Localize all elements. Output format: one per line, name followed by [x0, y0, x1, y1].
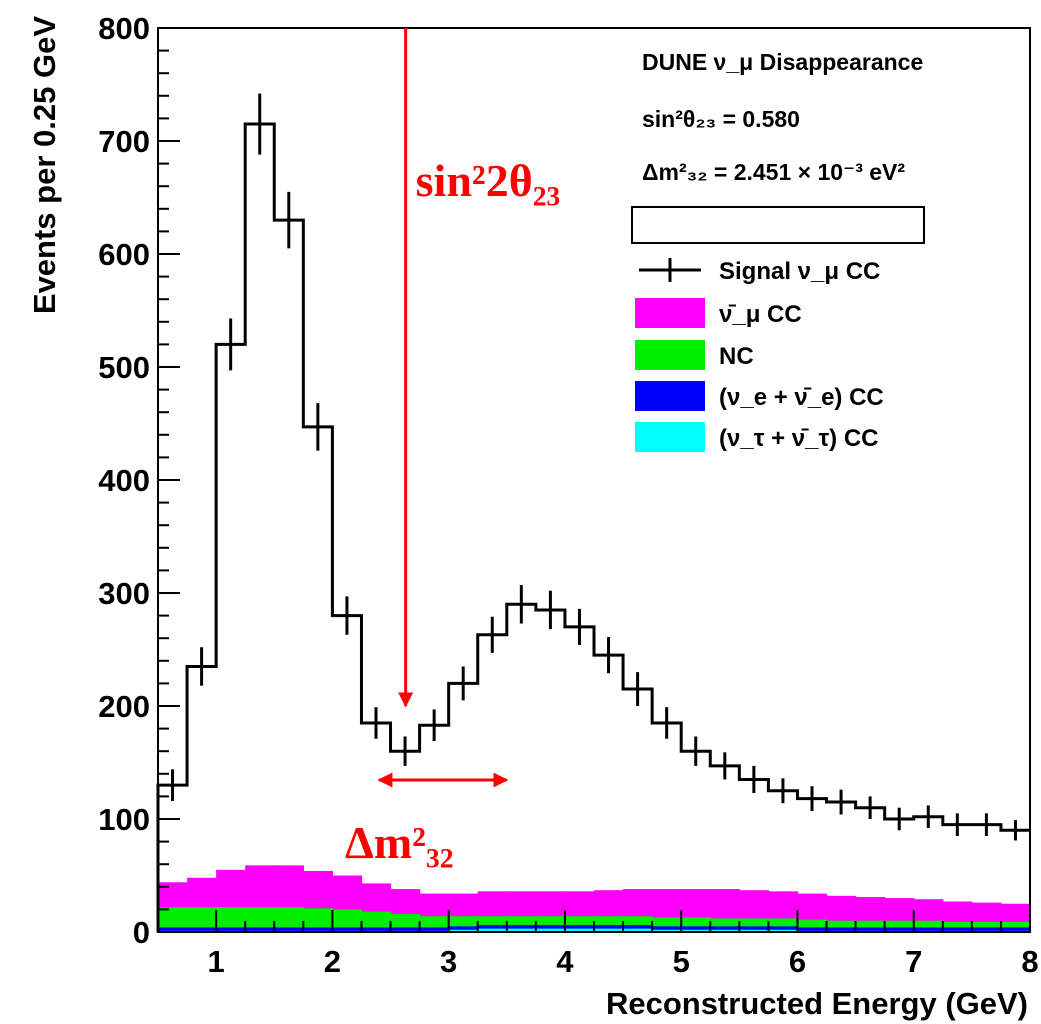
y-tick-label: 200 [98, 689, 150, 724]
fill-bar-2-5 [303, 927, 333, 932]
y-axis-label: Events per 0.25 GeV [27, 16, 62, 314]
fill-bar-1-29 [1000, 921, 1031, 932]
fill-bar-3-10 [448, 929, 479, 932]
x-tick-label: 2 [324, 944, 341, 979]
signal-histogram [156, 93, 1030, 932]
legend-label-0: Signal ν_μ CC [719, 258, 880, 285]
theta-label: sin²2θ₂₃ [416, 155, 561, 206]
fill-bar-2-20 [739, 926, 769, 932]
fill-bar-2-27 [942, 927, 973, 932]
fill-bar-1-28 [971, 921, 1002, 932]
fill-bar-3-13 [535, 928, 566, 932]
fill-bar-1-27 [942, 921, 973, 932]
fill-bar-3-16 [623, 928, 653, 932]
legend-swatch-2 [635, 340, 705, 370]
fill-bar-1-5 [303, 908, 333, 932]
x-tick-label: 3 [440, 944, 457, 979]
fill-bar-3-14 [564, 928, 595, 932]
fill-bar-1-7 [361, 911, 392, 932]
x-tick-label: 8 [1021, 944, 1038, 979]
info-param2: Δm²₃₂ = 2.451 × 10⁻³ eV² [642, 159, 905, 185]
fill-bar-2-25 [884, 927, 915, 932]
y-tick-label: 300 [98, 576, 150, 611]
fill-bar-3-20 [739, 929, 769, 932]
fill-bar-2-8 [390, 927, 421, 932]
y-tick-label: 0 [133, 915, 150, 950]
fill-bar-2-4 [274, 927, 304, 932]
x-tick-label: 1 [208, 944, 225, 979]
fill-bar-2-0 [158, 927, 188, 932]
legend-swatch-3 [635, 381, 705, 411]
fill-bar-2-6 [332, 927, 363, 932]
fill-bar-2-24 [855, 927, 886, 932]
x-tick-label: 6 [789, 944, 806, 979]
legend: Signal ν_μ CC ν̄_μ CC NC (ν_e + ν̄_e) CC (ν_… [635, 258, 884, 452]
legend-label-2: NC [719, 343, 754, 370]
legend-swatch-1 [635, 298, 705, 328]
fill-bar-1-6 [332, 909, 363, 932]
fill-bar-2-1 [187, 927, 217, 932]
fill-bar-2-29 [1000, 927, 1031, 932]
info-title: DUNE ν_μ Disappearance [642, 49, 923, 75]
fill-bar-3-15 [594, 928, 624, 932]
fill-bar-2-3 [245, 927, 275, 932]
y-tick-label: 600 [98, 237, 150, 272]
legend-swatch-4 [635, 422, 705, 452]
annotations: sin²2θ₂₃ Δm²₃₂ [345, 28, 560, 868]
empty-box [631, 206, 925, 244]
fill-bar-3-18 [681, 929, 711, 932]
y-tick-label: 400 [98, 463, 150, 498]
y-tick-label: 700 [98, 124, 150, 159]
y-tick-label: 500 [98, 350, 150, 385]
fill-bar-2-23 [826, 927, 857, 932]
fill-bar-2-28 [971, 927, 1002, 932]
fill-bar-1-26 [913, 920, 944, 932]
dm2-label: Δm²₃₂ [345, 817, 454, 868]
fill-bar-3-11 [477, 928, 508, 932]
fill-bar-2-19 [710, 926, 740, 932]
fill-bar-3-17 [652, 929, 682, 932]
y-tick-label: 800 [98, 11, 150, 46]
fill-bar-2-22 [797, 927, 828, 932]
fill-bar-3-12 [506, 928, 537, 932]
info-param1: sin²θ₂₃ = 0.580 [642, 106, 800, 132]
fill-bar-2-26 [913, 927, 944, 932]
fill-bar-3-21 [768, 929, 799, 932]
fill-bar-1-25 [884, 920, 915, 932]
legend-label-1: ν̄_μ CC [719, 301, 802, 328]
y-tick-label: 100 [98, 802, 150, 837]
x-tick-label: 7 [905, 944, 922, 979]
fill-bar-1-24 [855, 920, 886, 932]
background-fills [158, 865, 1031, 932]
fill-bar-2-10 [448, 926, 479, 932]
fill-bar-3-19 [710, 929, 740, 932]
fill-bar-2-7 [361, 927, 392, 932]
x-axis-label: Reconstructed Energy (GeV) [606, 986, 1028, 1021]
fill-bar-2-17 [652, 926, 682, 932]
axis-ticks [158, 27, 1031, 933]
x-tick-labels: 1 2 3 4 5 6 7 8 [208, 944, 1039, 979]
fill-bar-2-2 [216, 927, 246, 932]
fill-bar-2-18 [681, 926, 711, 932]
legend-label-4: (ν_τ + ν̄_τ) CC [719, 425, 878, 452]
y-tick-labels: 0 100 200 300 400 500 600 700 800 [98, 11, 150, 950]
x-tick-label: 4 [556, 944, 574, 979]
fill-bar-2-9 [419, 927, 450, 932]
legend-label-3: (ν_e + ν̄_e) CC [719, 384, 884, 411]
fill-bar-2-21 [768, 926, 799, 932]
x-tick-label: 5 [673, 944, 690, 979]
fill-bar-1-23 [826, 920, 857, 932]
